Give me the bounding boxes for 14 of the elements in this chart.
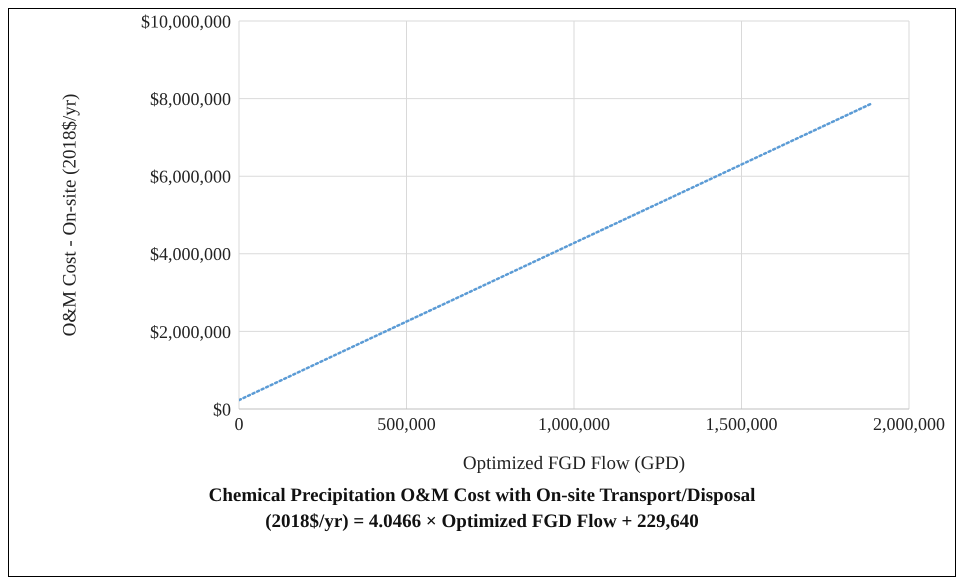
y-tick-label: $10,000,000 [141,11,231,32]
y-axis-title: O&M Cost - On-site (2018$/yr) [60,94,81,336]
y-tick-label: $8,000,000 [150,88,231,109]
x-tick-label: 1,500,000 [706,414,778,434]
y-tick-label: $2,000,000 [150,322,231,342]
y-tick-label: $6,000,000 [150,166,231,187]
x-tick-label: 500,000 [377,414,436,434]
x-tick-label: 0 [234,414,244,434]
x-tick-label: 1,000,000 [538,414,610,434]
text: Chemical Precipitation O&M Cost with On-site Transport/Disposal (2018$/yr) = 4.0466 × Optimized FGD Flow + 229,640 [208,484,756,534]
x-tick-label: 2,000,000 [873,414,945,434]
y-tick-label: $0 [213,399,231,420]
x-axis-title: Optimized FGD Flow (GPD) [462,453,686,474]
y-tick-label: $4,000,000 [150,244,231,264]
